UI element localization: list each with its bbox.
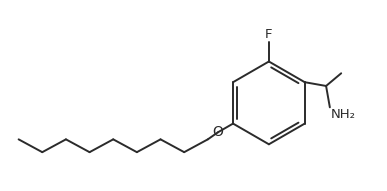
Text: F: F bbox=[265, 28, 272, 41]
Text: NH₂: NH₂ bbox=[331, 108, 356, 121]
Text: O: O bbox=[212, 125, 223, 139]
